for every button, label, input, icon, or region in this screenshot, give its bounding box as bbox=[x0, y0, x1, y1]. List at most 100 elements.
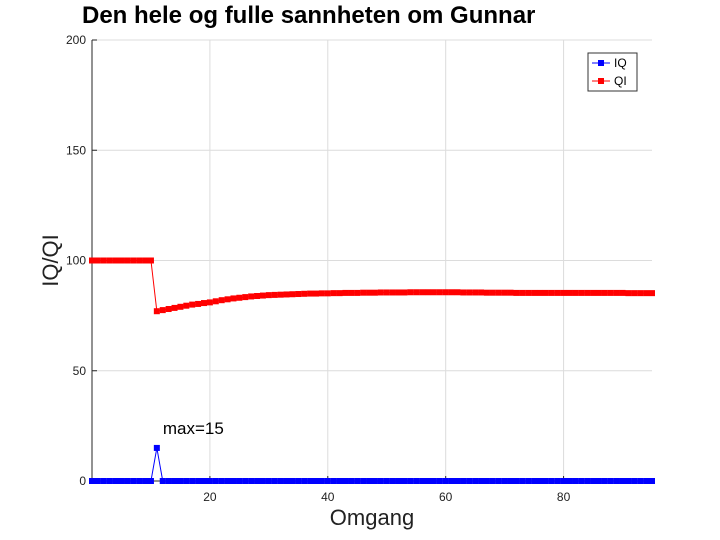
data-point-iq bbox=[590, 478, 597, 484]
y-tick-label: 50 bbox=[73, 364, 87, 378]
data-point-iq bbox=[442, 478, 449, 484]
data-point-qi bbox=[301, 290, 308, 297]
data-point-iq bbox=[348, 478, 355, 484]
data-point-qi bbox=[519, 289, 526, 296]
data-point-qi bbox=[625, 290, 632, 297]
data-point-iq bbox=[466, 478, 473, 484]
data-point-iq bbox=[360, 478, 367, 484]
data-point-qi bbox=[366, 289, 373, 296]
legend-item-qi: QI bbox=[592, 74, 627, 88]
data-point-iq bbox=[584, 478, 591, 484]
legend-item-iq: IQ bbox=[592, 56, 627, 70]
data-point-qi bbox=[106, 257, 113, 264]
data-point-iq bbox=[413, 478, 420, 484]
data-point-iq bbox=[601, 478, 608, 484]
data-point-iq bbox=[454, 478, 461, 484]
data-point-qi bbox=[572, 289, 579, 296]
data-point-qi bbox=[377, 289, 384, 296]
data-point-qi bbox=[147, 257, 154, 264]
data-point-iq bbox=[525, 478, 532, 484]
data-point-iq bbox=[89, 478, 95, 484]
data-point-qi bbox=[307, 290, 314, 297]
data-point-qi bbox=[318, 290, 325, 297]
legend-iq-marker bbox=[598, 60, 604, 66]
data-point-qi bbox=[130, 257, 137, 264]
y-tick-label: 200 bbox=[66, 33, 86, 47]
data-point-qi bbox=[142, 257, 149, 264]
data-point-iq bbox=[283, 478, 290, 484]
data-point-qi bbox=[136, 257, 143, 264]
data-point-iq bbox=[371, 478, 378, 484]
data-point-qi bbox=[313, 290, 319, 297]
data-point-iq bbox=[383, 478, 390, 484]
data-point-qi bbox=[513, 289, 520, 296]
data-point-qi bbox=[259, 292, 266, 299]
data-point-qi bbox=[637, 290, 644, 297]
x-tick-label: 80 bbox=[557, 490, 571, 504]
data-point-qi bbox=[395, 289, 402, 296]
data-point-qi bbox=[478, 289, 485, 296]
data-point-qi bbox=[277, 291, 284, 298]
data-point-qi bbox=[430, 289, 437, 296]
x-tick-label: 60 bbox=[439, 490, 453, 504]
grid-lines bbox=[92, 39, 652, 482]
data-point-qi bbox=[342, 289, 349, 296]
data-point-iq bbox=[330, 478, 337, 484]
data-point-iq bbox=[165, 478, 172, 484]
data-point-qi bbox=[330, 290, 337, 297]
data-point-qi bbox=[389, 289, 396, 296]
data-point-iq bbox=[201, 478, 207, 484]
data-point-qi bbox=[171, 304, 178, 311]
data-point-qi bbox=[613, 289, 620, 296]
data-point-iq bbox=[224, 478, 231, 484]
data-point-qi bbox=[183, 302, 190, 309]
data-point-iq bbox=[171, 478, 178, 484]
data-point-qi bbox=[265, 292, 272, 299]
data-point-iq bbox=[259, 478, 266, 484]
data-point-iq bbox=[566, 478, 573, 484]
data-point-iq bbox=[324, 478, 331, 484]
data-point-iq bbox=[407, 478, 414, 484]
data-point-qi bbox=[112, 257, 119, 264]
data-point-qi bbox=[100, 257, 107, 264]
data-point-iq bbox=[336, 478, 343, 484]
data-point-iq bbox=[401, 478, 408, 484]
data-point-iq bbox=[436, 478, 443, 484]
y-axis-label: IQ/QI bbox=[38, 234, 63, 287]
data-point-qi bbox=[189, 301, 196, 308]
data-point-qi bbox=[560, 289, 567, 296]
data-point-iq bbox=[206, 478, 213, 484]
data-point-iq bbox=[124, 478, 131, 484]
chart-title: Den hele og fulle sannheten om Gunnar bbox=[82, 2, 535, 29]
data-point-qi bbox=[649, 290, 655, 297]
data-point-qi bbox=[201, 300, 207, 307]
series-qi bbox=[89, 257, 655, 315]
data-point-iq bbox=[242, 478, 249, 484]
data-point-iq bbox=[265, 478, 272, 484]
x-axis-label: Omgang bbox=[330, 505, 414, 530]
data-point-qi bbox=[360, 289, 367, 296]
data-point-iq bbox=[94, 478, 101, 484]
data-point-qi bbox=[566, 289, 573, 296]
data-point-iq bbox=[619, 478, 626, 484]
data-point-qi bbox=[542, 289, 549, 296]
data-point-iq bbox=[212, 478, 219, 484]
data-point-qi bbox=[525, 289, 532, 296]
data-point-iq bbox=[507, 478, 514, 484]
data-point-qi bbox=[442, 289, 449, 296]
data-point-iq bbox=[236, 478, 243, 484]
data-point-iq bbox=[537, 478, 543, 484]
data-point-qi bbox=[460, 289, 467, 296]
data-point-qi bbox=[454, 289, 461, 296]
data-point-iq bbox=[354, 478, 361, 484]
data-point-iq bbox=[142, 478, 149, 484]
data-point-iq bbox=[100, 478, 107, 484]
data-point-iq bbox=[572, 478, 579, 484]
data-point-iq bbox=[136, 478, 143, 484]
data-point-qi bbox=[383, 289, 390, 296]
data-point-qi bbox=[601, 289, 608, 296]
legend-box bbox=[587, 52, 638, 92]
data-point-iq bbox=[554, 478, 561, 484]
data-point-qi bbox=[436, 289, 443, 296]
